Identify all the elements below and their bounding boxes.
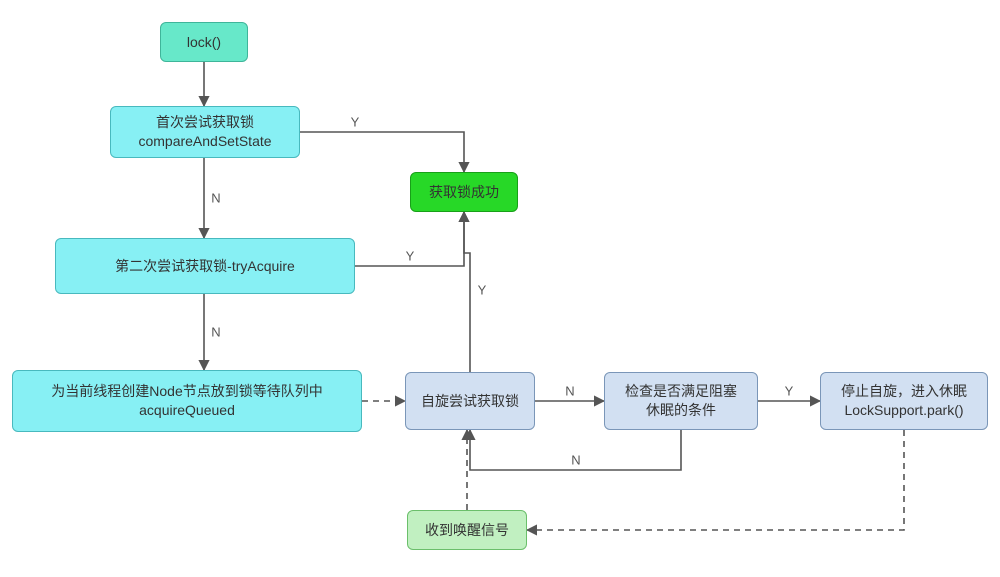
node-acquire-queued: 为当前线程创建Node节点放到锁等待队列中 acquireQueued — [12, 370, 362, 432]
node-first-try: 首次尝试获取锁 compareAndSetState — [110, 106, 300, 158]
node-label: 检查是否满足阻塞 休眠的条件 — [625, 382, 737, 420]
flowchart-canvas: lock() 首次尝试获取锁 compareAndSetState 获取锁成功 … — [0, 0, 1000, 577]
edge-label: N — [571, 453, 580, 468]
node-wake-signal: 收到唤醒信号 — [407, 510, 527, 550]
edge-e-check-spin — [470, 430, 681, 470]
node-label: 首次尝试获取锁 compareAndSetState — [138, 113, 271, 151]
node-spin-try: 自旋尝试获取锁 — [405, 372, 535, 430]
node-label: 为当前线程创建Node节点放到锁等待队列中 acquireQueued — [51, 382, 322, 420]
edge-e-second-success — [355, 212, 464, 266]
node-check-block: 检查是否满足阻塞 休眠的条件 — [604, 372, 758, 430]
edge-label: N — [565, 384, 574, 399]
edge-label: Y — [785, 384, 794, 399]
node-label: 收到唤醒信号 — [425, 521, 509, 540]
node-lock: lock() — [160, 22, 248, 62]
node-second-try: 第二次尝试获取锁-tryAcquire — [55, 238, 355, 294]
node-success: 获取锁成功 — [410, 172, 518, 212]
edge-label: Y — [351, 115, 360, 130]
edge-label: Y — [478, 283, 487, 298]
node-park: 停止自旋，进入休眠 LockSupport.park() — [820, 372, 988, 430]
edge-e-first-success — [300, 132, 464, 172]
edge-e-spin-success — [464, 212, 470, 372]
edge-e-park-wake — [527, 430, 904, 530]
edge-label: N — [211, 325, 220, 340]
edge-label: N — [211, 191, 220, 206]
node-label: 自旋尝试获取锁 — [421, 392, 519, 411]
node-label: 获取锁成功 — [429, 183, 499, 202]
node-label: 停止自旋，进入休眠 LockSupport.park() — [841, 382, 967, 420]
node-label: 第二次尝试获取锁-tryAcquire — [115, 257, 295, 276]
node-label: lock() — [187, 33, 221, 52]
edge-label: Y — [406, 249, 415, 264]
